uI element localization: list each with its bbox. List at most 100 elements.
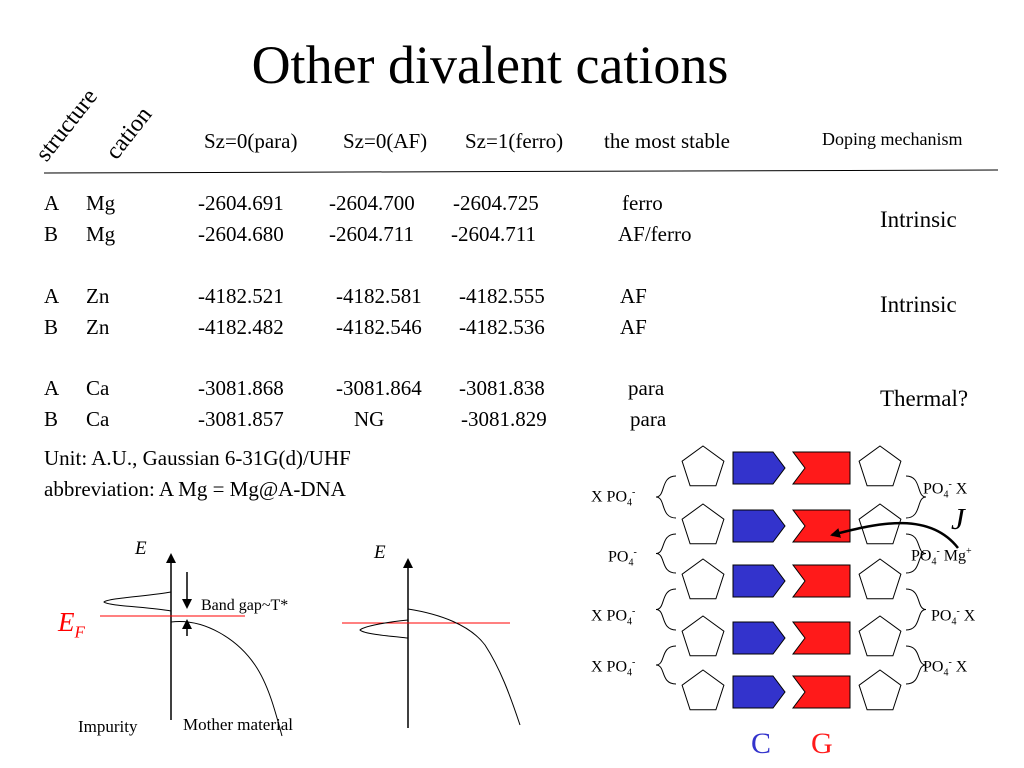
impurity-dos-peak [103, 591, 172, 612]
sugar-pentagon-left [681, 669, 725, 711]
backbone-left-bracket [655, 645, 677, 685]
row-stable: AF [620, 284, 647, 308]
sugar-pentagon-right [858, 445, 902, 487]
row-af: -3081.864 [336, 376, 422, 400]
row-cation: Mg [86, 222, 116, 246]
left-phosphate-label: PO4- [608, 547, 637, 569]
mechanism-ca: Thermal? [880, 386, 969, 411]
band-edge [407, 608, 521, 726]
row-af: -4182.581 [336, 284, 422, 308]
row-ferro: -4182.555 [459, 284, 545, 308]
sugar-pentagon-left [681, 558, 725, 600]
sugar-pentagon-right [858, 615, 902, 657]
impurity-label: Impurity [78, 717, 138, 736]
row-ferro: -2604.725 [453, 191, 539, 215]
guanine-base [792, 451, 851, 485]
row-cation: Zn [86, 315, 110, 339]
backbone-right-bracket [905, 475, 927, 519]
fermi-subscript: F [74, 622, 85, 642]
row-structure: A [44, 191, 60, 215]
row-para: -2604.691 [198, 191, 284, 215]
sugar-pentagon-left [681, 503, 725, 545]
backbone-left-bracket [655, 475, 677, 519]
guanine-base [792, 564, 851, 598]
row-ferro: -3081.829 [461, 407, 547, 431]
sugar-pentagon-right [858, 558, 902, 600]
row-ferro: -3081.838 [459, 376, 545, 400]
fermi-e: E [58, 607, 75, 637]
cytosine-base [732, 621, 786, 655]
abbreviation-note: abbreviation: A Mg = Mg@A-DNA [44, 477, 346, 501]
sugar-pentagon-left [681, 445, 725, 487]
row-structure: A [44, 284, 60, 308]
row-cation: Mg [86, 191, 116, 215]
backbone-right-bracket [905, 533, 927, 574]
cytosine-base [732, 675, 786, 709]
left-phosphate-label: X PO4- [591, 606, 636, 628]
backbone-left-bracket [655, 588, 677, 631]
guanine-base [792, 509, 851, 543]
left-phosphate-label: X PO4- [591, 487, 636, 509]
sugar-pentagon-right [858, 669, 902, 711]
col-header-af: Sz=0(AF) [343, 129, 428, 153]
coupling-label: J [951, 501, 965, 536]
row-para: -3081.868 [198, 376, 284, 400]
row-para: -2604.680 [198, 222, 284, 246]
col-header-ferro: Sz=1(ferro) [465, 129, 564, 153]
row-structure: A [44, 376, 60, 400]
cytosine-base [732, 509, 786, 543]
impurity-dos-peak [359, 619, 409, 639]
page-title: Other divalent cations [251, 35, 729, 95]
row-stable: para [630, 407, 667, 431]
row-stable: ferro [622, 191, 663, 215]
row-structure: B [44, 407, 59, 431]
guanine-label: G [811, 727, 833, 760]
row-af: -2604.700 [329, 191, 415, 215]
mechanism-mg: Intrinsic [880, 207, 957, 232]
cytosine-base [732, 564, 786, 598]
row-ferro: -2604.711 [451, 222, 536, 246]
backbone-left-bracket [655, 533, 677, 574]
table-header-rule [43, 169, 999, 174]
left-phosphate-label: X PO4- [591, 657, 636, 679]
dna-ladder [655, 445, 927, 711]
row-structure: B [44, 222, 59, 246]
right-phosphate-label: PO4- X [931, 606, 976, 628]
row-stable: para [628, 376, 665, 400]
coupling-arrow [830, 521, 959, 549]
col-header-mechanism: Doping mechanism [822, 129, 963, 149]
cytosine-label: C [751, 727, 772, 760]
band-diagram-impurity [100, 553, 283, 737]
col-header-para: Sz=0(para) [204, 129, 298, 153]
backbone-right-bracket [905, 588, 927, 631]
row-cation: Ca [86, 407, 110, 431]
row-stable: AF/ferro [618, 222, 692, 246]
mother-material-label: Mother material [183, 715, 293, 734]
guanine-base [792, 675, 851, 709]
band-diagram-thermal [342, 558, 521, 728]
row-para: -3081.857 [198, 407, 284, 431]
backbone-right-bracket [905, 645, 927, 685]
right-phosphate-label: PO4- X [923, 479, 968, 501]
guanine-base [792, 621, 851, 655]
sugar-pentagon-left [681, 615, 725, 657]
row-af: -4182.546 [336, 315, 422, 339]
row-af: -2604.711 [329, 222, 414, 246]
row-para: -4182.482 [198, 315, 284, 339]
energy-label: E [374, 542, 386, 563]
band-gap-label: Band gap~T* [201, 597, 289, 614]
right-phosphate-label: PO4- Mg+ [911, 546, 972, 568]
row-af: NG [354, 407, 385, 431]
cytosine-base [732, 451, 786, 485]
row-ferro: -4182.536 [459, 315, 545, 339]
fermi-level-label: EF [58, 607, 85, 642]
right-phosphate-label: PO4- X [923, 657, 968, 679]
energy-label: E [135, 538, 147, 559]
row-structure: B [44, 315, 59, 339]
row-para: -4182.521 [198, 284, 284, 308]
unit-note: Unit: A.U., Gaussian 6-31G(d)/UHF [44, 446, 351, 470]
col-header-stable: the most stable [604, 129, 730, 153]
row-cation: Zn [86, 284, 110, 308]
mechanism-zn: Intrinsic [880, 292, 957, 317]
